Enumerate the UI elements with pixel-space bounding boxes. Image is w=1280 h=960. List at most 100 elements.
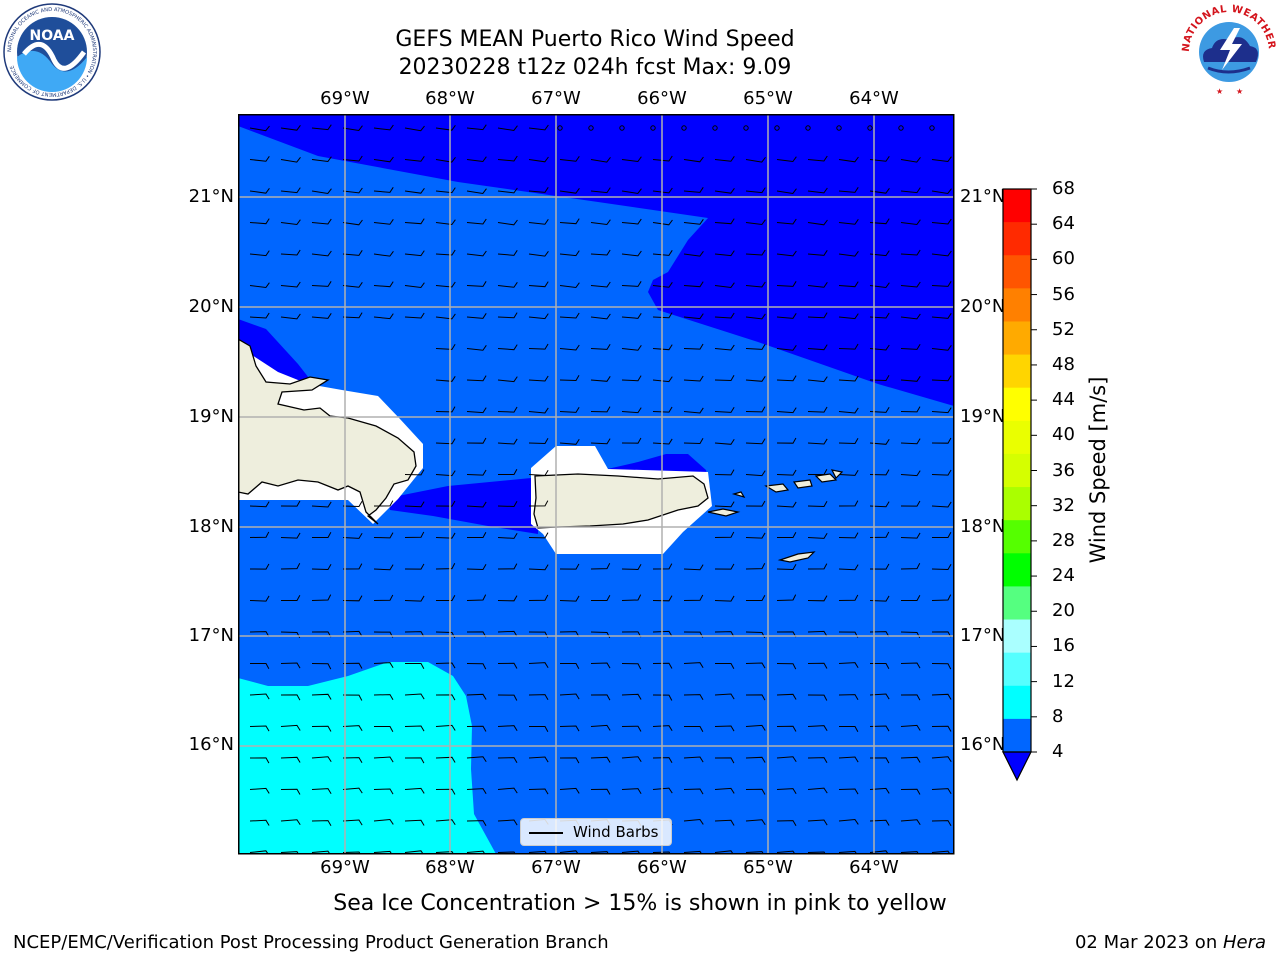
- wind-barb: [807, 187, 828, 194]
- wind-barb: [559, 344, 580, 351]
- wind-barb: [714, 531, 735, 538]
- wind-barb: [931, 218, 952, 225]
- wind-barb: [869, 693, 890, 700]
- wind-barb: [373, 726, 394, 733]
- wind-barb: [652, 563, 673, 570]
- wind-barb: [776, 725, 797, 732]
- wind-barb: [249, 218, 270, 225]
- wind-barb: [869, 156, 890, 162]
- wind-barb: [466, 850, 486, 854]
- wind-barb: [497, 851, 516, 854]
- wind-barb: [466, 594, 487, 601]
- wind-barb: [838, 564, 859, 571]
- wind-barb: [838, 470, 859, 476]
- wind-barb: [714, 469, 735, 476]
- wind-barb: [342, 125, 363, 131]
- wind-barb: [621, 250, 642, 257]
- lat-tick-left-20n: 20°N: [188, 296, 234, 317]
- wind-barb: [869, 469, 890, 476]
- wind-barb-calm: [774, 125, 780, 131]
- colorbar-tick-label: 68: [1052, 178, 1075, 199]
- wind-barb: [404, 787, 425, 794]
- wind-barb: [869, 407, 890, 413]
- lat-tick-right-16n: 16°N: [960, 734, 1006, 755]
- wind-barb-calm: [898, 125, 904, 131]
- wind-barb: [559, 631, 580, 638]
- wind-barb: [807, 219, 828, 226]
- wind-barb-calm: [743, 125, 749, 131]
- wind-barb: [466, 407, 487, 414]
- lon-tick-bottom-65w: 65°W: [743, 857, 793, 878]
- wind-barb: [435, 281, 456, 288]
- wind-barb: [683, 156, 704, 163]
- colorbar-tick-label: 12: [1052, 670, 1075, 692]
- wind-barb: [528, 726, 549, 733]
- wind-barb: [559, 787, 580, 794]
- wind-barb: [621, 437, 642, 444]
- wind-barb: [280, 157, 301, 163]
- wind-barb: [900, 406, 921, 413]
- wind-barb: [373, 532, 394, 539]
- wind-barb: [652, 312, 673, 319]
- wind-barb: [559, 663, 580, 670]
- wind-barb: [311, 756, 332, 763]
- wind-barb: [683, 564, 704, 571]
- wind-barb: [621, 693, 642, 700]
- footer-date: 02 Mar 2023 on Hera: [1075, 932, 1266, 953]
- wind-barb: [435, 125, 456, 131]
- wind-barb: [497, 155, 518, 162]
- wind-barb: [652, 187, 673, 194]
- wind-barb: [776, 564, 797, 570]
- map-frame: [238, 114, 955, 855]
- wind-barb: [900, 376, 921, 382]
- wind-barb: [528, 756, 549, 763]
- lon-tick-top-64w: 64°W: [849, 88, 899, 109]
- wind-barb: [311, 250, 332, 257]
- wind-barb: [807, 630, 828, 637]
- wind-barb: [466, 218, 487, 225]
- wind-barb: [838, 313, 859, 320]
- wind-barb: [776, 313, 797, 319]
- wind-barb: [404, 850, 424, 854]
- wind-barb: [280, 595, 301, 602]
- wind-barb: [931, 756, 952, 763]
- wind-barb: [497, 533, 518, 539]
- wind-barb: [435, 219, 456, 226]
- wind-barb: [869, 312, 890, 319]
- wind-barb: [900, 470, 921, 477]
- wind-barb: [466, 725, 487, 732]
- wind-barb: [497, 757, 518, 764]
- wind-barb: [683, 694, 704, 701]
- wind-barb: [528, 500, 549, 507]
- wind-barb: [435, 788, 456, 795]
- colorbar-cell: [1003, 189, 1031, 223]
- wind-barb: [466, 469, 487, 476]
- wind-barb: [745, 595, 766, 602]
- wind-barb: [869, 595, 890, 602]
- wind-barb: [621, 788, 642, 795]
- wind-barb-calm: [712, 125, 718, 131]
- lat-tick-right-20n: 20°N: [960, 296, 1006, 317]
- wind-barb: [745, 438, 766, 445]
- wind-barb: [435, 694, 456, 701]
- wind-barb: [342, 694, 363, 701]
- wind-barb: [559, 725, 580, 732]
- wind-barb: [342, 187, 363, 194]
- wind-barb: [900, 819, 921, 826]
- wind-barb: [745, 344, 766, 350]
- wind-barb-calm: [681, 125, 687, 131]
- wind-barb: [838, 219, 859, 225]
- wind-barb: [683, 594, 704, 601]
- wind-barb: [342, 155, 363, 162]
- wind-barb: [528, 694, 549, 701]
- wind-barb: [497, 438, 518, 445]
- wind-barb: [745, 694, 766, 701]
- wind-barb-calm: [650, 125, 656, 131]
- wind-barb: [807, 282, 828, 288]
- wind-barb: [342, 282, 363, 288]
- wind-barb-calm: [588, 125, 594, 131]
- wind-barb: [776, 407, 797, 414]
- wind-barb: [528, 788, 549, 795]
- wind-barb: [838, 694, 859, 701]
- wind-barb: [404, 312, 425, 319]
